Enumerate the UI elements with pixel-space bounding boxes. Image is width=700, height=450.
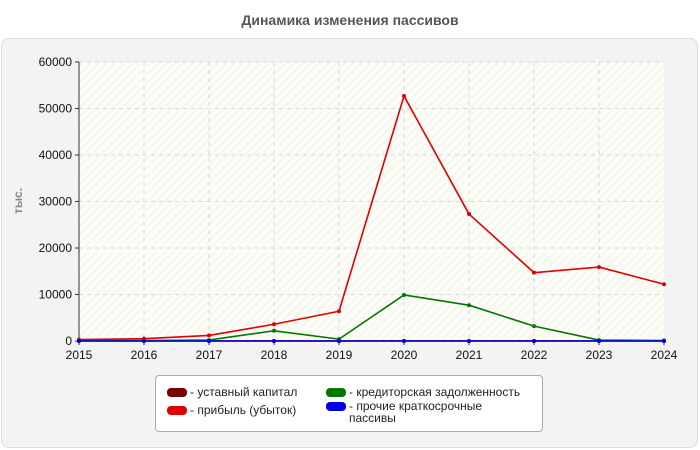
data-point-profit [207, 333, 211, 338]
legend-label: - прибыль (убыток) [190, 403, 297, 417]
legend-swatch-profit [167, 406, 187, 415]
x-tick-label: 2023 [586, 348, 613, 362]
series [77, 93, 666, 343]
data-point-payables [467, 303, 471, 308]
y-tick-label: 10000 [39, 288, 73, 302]
data-point-other-liabilities [662, 339, 666, 343]
data-point-other-liabilities [467, 339, 471, 343]
legend: - уставный капитал - прибыль (убыток) - … [155, 375, 543, 432]
y-tick-label: 20000 [39, 241, 73, 255]
x-tick-label: 2016 [131, 348, 158, 362]
data-point-profit [597, 265, 601, 270]
data-point-other-liabilities [207, 339, 211, 343]
data-point-profit [337, 309, 341, 314]
data-point-other-liabilities [142, 339, 146, 343]
x-tick-label: 2020 [391, 348, 418, 362]
x-tick-label: 2019 [326, 348, 353, 362]
data-point-profit [532, 270, 536, 275]
x-tick-label: 2024 [651, 348, 678, 362]
data-point-profit [467, 212, 471, 217]
y-tick-label: 60000 [39, 55, 73, 69]
legend-label: - прочие краткосрочные пассивы [349, 399, 483, 425]
tick-labels: 0 10000 20000 30000 40000 50000 60000 2015 2016 2… [39, 55, 678, 362]
legend-swatch-other-liabilities [326, 402, 346, 411]
x-tick-label: 2021 [456, 348, 483, 362]
data-point-profit [662, 282, 666, 287]
series-line-profit [78, 95, 665, 341]
y-axis-label: тыс. [11, 188, 25, 214]
y-tick-label: 40000 [39, 148, 73, 162]
data-point-other-liabilities [532, 339, 536, 343]
x-tick-label: 2015 [66, 348, 93, 362]
data-point-payables [272, 328, 276, 333]
legend-label: - кредиторская задолженность [349, 385, 521, 399]
data-point-payables [532, 324, 536, 329]
chart-title: Динамика изменения пассивов [241, 12, 459, 28]
x-tick-label: 2017 [196, 348, 223, 362]
y-tick-label: 50000 [39, 102, 73, 116]
grid [79, 61, 664, 341]
data-point-other-liabilities [272, 339, 276, 343]
data-point-other-liabilities [402, 339, 406, 343]
legend-label: - уставный капитал [190, 385, 298, 399]
data-point-other-liabilities [597, 339, 601, 343]
legend-item-other-liabilities: - прочие краткосрочные пассивы [326, 400, 526, 424]
y-tick-label: 30000 [39, 195, 73, 209]
legend-item-charter-capital: - уставный капитал [167, 386, 297, 398]
y-tick-label: 0 [65, 334, 72, 348]
legend-swatch-charter-capital [167, 388, 187, 397]
x-tick-label: 2022 [521, 348, 548, 362]
legend-item-payables: - кредиторская задолженность [326, 386, 520, 398]
data-point-profit [272, 322, 276, 327]
data-point-other-liabilities [337, 339, 341, 343]
legend-swatch-payables [326, 388, 346, 397]
legend-item-profit: - прибыль (убыток) [167, 404, 296, 416]
x-tick-label: 2018 [261, 348, 288, 362]
data-point-other-liabilities [77, 339, 81, 343]
data-point-payables [402, 292, 406, 297]
data-point-profit [402, 93, 406, 98]
